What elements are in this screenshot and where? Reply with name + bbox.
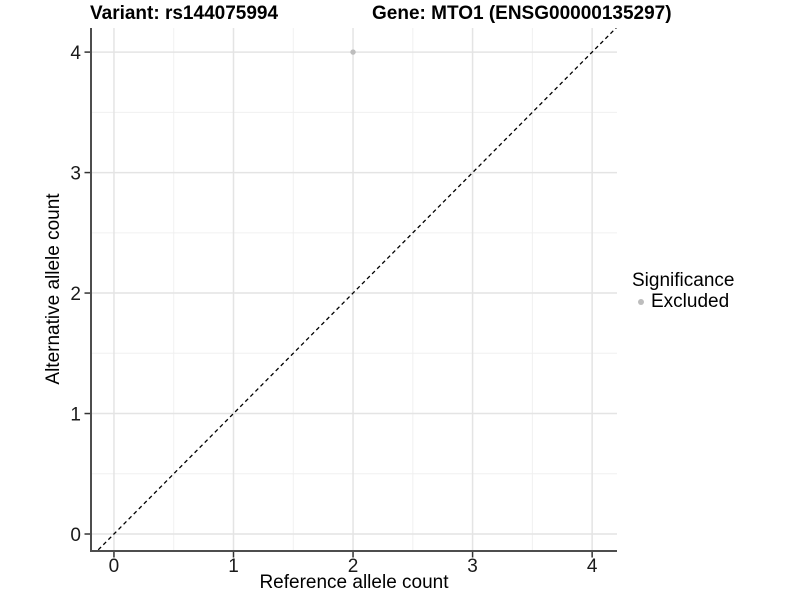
legend-item-label: Excluded [651,291,730,312]
y-tick-label: 4 [70,43,81,64]
legend: Significance Excluded [632,271,734,312]
x-axis-title: Reference allele count [259,572,449,593]
plot-title-gene: Gene: MTO1 (ENSG00000135297) [372,3,672,24]
legend-title: Significance [632,270,735,291]
data-point [350,49,356,55]
y-axis-title: Alternative allele count [43,193,64,385]
legend-point-icon [638,299,644,305]
x-tick-label: 2 [348,556,359,577]
x-tick-label: 1 [228,556,239,577]
y-tick-label: 3 [70,164,81,185]
y-tick-label: 1 [70,405,81,426]
x-tick-label: 3 [467,556,478,577]
identity-line [96,28,617,551]
x-tick-label: 0 [109,556,120,577]
y-tick-label: 0 [70,525,81,546]
y-tick-label: 2 [70,284,81,305]
plot-title-variant: Variant: rs144075994 [90,3,279,24]
x-tick-label: 4 [587,556,598,577]
legend-item-excluded: Excluded [632,292,734,312]
